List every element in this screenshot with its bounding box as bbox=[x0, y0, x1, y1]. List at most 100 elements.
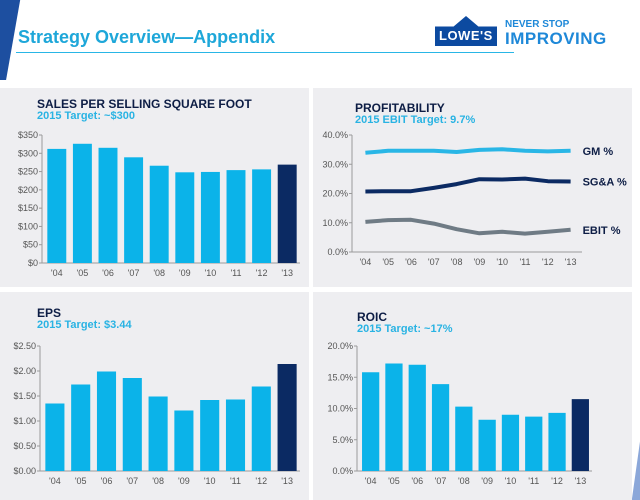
y-tick-label: $50 bbox=[23, 240, 38, 250]
bar bbox=[226, 170, 246, 263]
bar bbox=[362, 372, 380, 471]
bar bbox=[548, 412, 566, 471]
bar bbox=[525, 416, 543, 471]
x-tick-label: '08 bbox=[153, 268, 165, 278]
y-tick-label: 15.0% bbox=[327, 372, 353, 382]
x-tick-label: '13 bbox=[574, 476, 586, 486]
x-tick-label: '12 bbox=[542, 257, 554, 267]
title-divider bbox=[16, 52, 514, 53]
tagline: NEVER STOP IMPROVING bbox=[505, 19, 607, 48]
series-label: SG&A % bbox=[583, 177, 627, 189]
bar bbox=[72, 143, 92, 263]
bar bbox=[174, 410, 194, 471]
bar bbox=[200, 400, 220, 471]
x-tick-label: '12 bbox=[255, 476, 267, 486]
x-tick-label: '10 bbox=[205, 268, 217, 278]
lowes-logo: LOWE'S bbox=[435, 16, 497, 46]
x-tick-label: '05 bbox=[382, 257, 394, 267]
bar bbox=[455, 406, 473, 471]
bar bbox=[501, 414, 520, 471]
y-tick-label: $100 bbox=[18, 221, 38, 231]
x-tick-label: '06 bbox=[101, 476, 113, 486]
x-tick-label: '12 bbox=[551, 476, 563, 486]
tagline-line1: NEVER STOP bbox=[505, 19, 570, 30]
x-tick-label: '07 bbox=[128, 268, 140, 278]
x-tick-label: '11 bbox=[519, 257, 530, 267]
y-tick-label: 20.0% bbox=[327, 341, 353, 351]
x-tick-label: '08 bbox=[152, 476, 164, 486]
x-tick-label: '11 bbox=[230, 268, 241, 278]
y-tick-label: $1.50 bbox=[13, 391, 36, 401]
tagline-line2: IMPROVING bbox=[505, 29, 607, 48]
panel-profitability bbox=[313, 88, 632, 287]
bar bbox=[149, 165, 169, 263]
y-tick-label: 10.0% bbox=[327, 404, 353, 414]
series-line bbox=[365, 217, 571, 236]
x-tick-label: '13 bbox=[565, 257, 577, 267]
x-tick-label: '06 bbox=[411, 476, 423, 486]
x-tick-label: '06 bbox=[405, 257, 417, 267]
y-tick-label: 0.0% bbox=[332, 466, 353, 476]
bar bbox=[385, 363, 403, 471]
x-tick-label: '13 bbox=[281, 476, 293, 486]
bar bbox=[431, 384, 450, 471]
bar bbox=[71, 384, 91, 471]
y-tick-label: 0.0% bbox=[327, 247, 348, 257]
x-tick-label: '07 bbox=[126, 476, 138, 486]
bar bbox=[478, 419, 496, 471]
x-tick-label: '09 bbox=[178, 476, 190, 486]
x-tick-label: '11 bbox=[528, 476, 539, 486]
x-tick-label: '09 bbox=[179, 268, 191, 278]
y-tick-label: $250 bbox=[18, 167, 38, 177]
x-tick-label: '10 bbox=[204, 476, 216, 486]
series-line bbox=[365, 147, 571, 155]
bar bbox=[175, 172, 195, 263]
x-tick-label: '04 bbox=[49, 476, 61, 486]
x-tick-label: '07 bbox=[428, 257, 440, 267]
x-tick-label: '08 bbox=[458, 476, 470, 486]
bar bbox=[200, 171, 220, 263]
bar bbox=[251, 386, 271, 471]
panel-title: EPS bbox=[37, 306, 62, 320]
panel-subtitle: 2015 Target: $3.44 bbox=[37, 319, 132, 331]
panel-subtitle: 2015 Target: ~$300 bbox=[37, 110, 135, 122]
bar bbox=[45, 403, 65, 471]
x-tick-label: '04 bbox=[51, 268, 63, 278]
bar bbox=[408, 364, 426, 471]
panel-subtitle: 2015 EBIT Target: 9.7% bbox=[355, 114, 476, 126]
y-tick-label: 40.0% bbox=[322, 130, 348, 140]
bar bbox=[124, 157, 144, 263]
x-tick-label: '04 bbox=[360, 257, 372, 267]
y-tick-label: $2.50 bbox=[13, 341, 36, 351]
bar bbox=[47, 148, 67, 263]
bar bbox=[98, 147, 118, 263]
panel-subtitle: 2015 Target: ~17% bbox=[357, 323, 453, 335]
bar bbox=[571, 399, 589, 471]
x-tick-label: '06 bbox=[102, 268, 114, 278]
y-tick-label: $0.50 bbox=[13, 441, 36, 451]
bar bbox=[252, 169, 272, 263]
bar bbox=[225, 399, 246, 471]
y-tick-label: $300 bbox=[18, 148, 38, 158]
bar bbox=[122, 378, 142, 471]
x-tick-label: '07 bbox=[435, 476, 447, 486]
panel-title: PROFITABILITY bbox=[355, 101, 445, 115]
series-label: GM % bbox=[583, 146, 614, 158]
x-tick-label: '11 bbox=[230, 476, 241, 486]
y-tick-label: $350 bbox=[18, 130, 38, 140]
y-tick-label: $1.00 bbox=[13, 416, 36, 426]
page-title: Strategy Overview—Appendix bbox=[18, 27, 276, 47]
bar bbox=[148, 396, 168, 471]
bar bbox=[96, 371, 117, 471]
x-tick-label: '05 bbox=[77, 268, 89, 278]
series-line bbox=[365, 176, 571, 194]
x-tick-label: '05 bbox=[75, 476, 87, 486]
series-label: EBIT % bbox=[583, 225, 621, 237]
x-tick-label: '13 bbox=[281, 268, 293, 278]
y-tick-label: $200 bbox=[18, 185, 38, 195]
x-tick-label: '10 bbox=[496, 257, 508, 267]
y-tick-label: $2.00 bbox=[13, 366, 36, 376]
x-tick-label: '10 bbox=[505, 476, 517, 486]
y-tick-label: $0.00 bbox=[13, 466, 36, 476]
x-tick-label: '05 bbox=[388, 476, 400, 486]
